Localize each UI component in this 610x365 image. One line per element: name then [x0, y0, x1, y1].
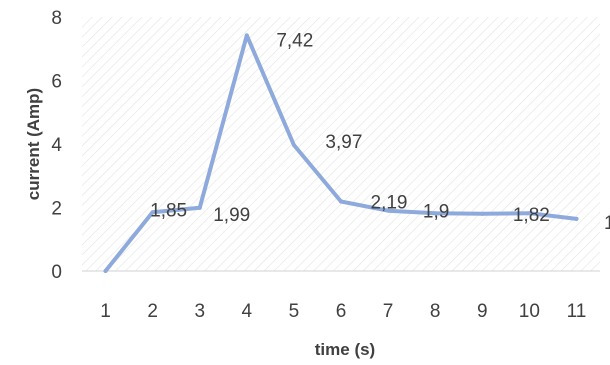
y-tick-label: 4 [51, 135, 62, 156]
y-tick-label: 0 [51, 262, 62, 283]
data-label: 1,82 [513, 205, 550, 226]
data-label: 1,85 [150, 200, 187, 221]
x-tick-label: 10 [519, 301, 540, 322]
data-label: 2,19 [371, 192, 408, 213]
data-label: 1,99 [213, 205, 250, 226]
x-tick-label: 11 [567, 301, 587, 322]
data-point [527, 211, 532, 216]
data-point [197, 205, 202, 210]
x-tick-label: 9 [477, 301, 488, 322]
x-tick-label: 6 [336, 301, 347, 322]
y-tick-label: 2 [51, 199, 62, 220]
x-tick-label: 8 [430, 301, 441, 322]
data-labels: 1,85 1,99 7,42 3,97 2,19 1,9 1,82 1,64 [150, 30, 610, 234]
plot-area [82, 17, 600, 271]
data-point [291, 142, 296, 147]
y-axis-title: current (Amp) [24, 88, 43, 200]
x-tick-label: 2 [147, 301, 158, 322]
data-label: 1,64 [604, 213, 610, 234]
x-tick-label: 4 [242, 301, 253, 322]
x-tick-label: 3 [194, 301, 205, 322]
data-point [433, 211, 438, 216]
x-axis-title: time (s) [315, 340, 375, 359]
data-label: 3,97 [325, 132, 362, 153]
data-point [103, 269, 108, 273]
data-point [339, 199, 343, 204]
data-label: 1,9 [423, 202, 449, 223]
y-tick-label: 6 [51, 72, 62, 93]
x-tick-labels: 1 2 3 4 5 6 7 8 9 10 11 [100, 301, 586, 322]
series-layer [103, 33, 579, 273]
y-tick-labels: 0 2 4 6 8 [51, 8, 62, 283]
data-label: 7,42 [276, 30, 313, 51]
data-point [244, 33, 249, 38]
data-point [480, 211, 485, 216]
x-tick-label: 1 [100, 301, 111, 322]
data-point [574, 216, 579, 221]
x-tick-label: 7 [383, 301, 394, 322]
data-point [386, 208, 391, 213]
data-point [150, 210, 155, 215]
y-tick-label: 8 [51, 8, 62, 29]
x-tick-label: 5 [289, 301, 300, 322]
